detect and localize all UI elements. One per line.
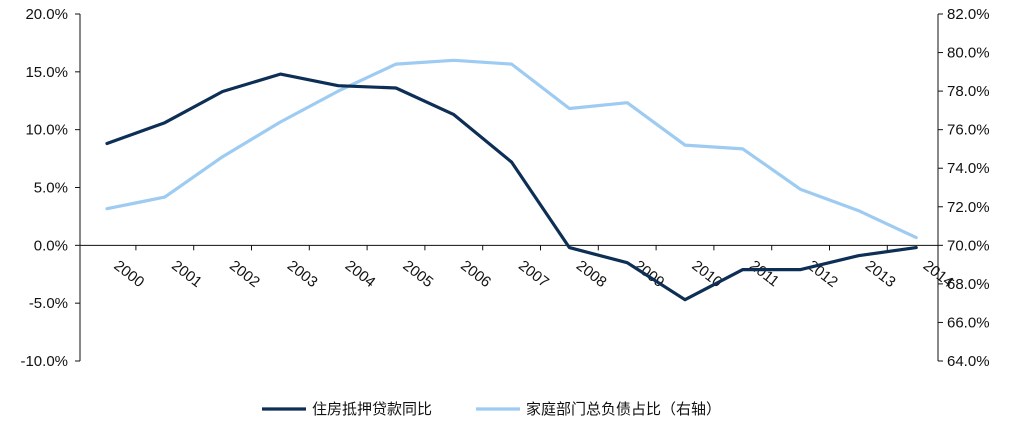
x-tick-label: 2007 — [515, 257, 552, 291]
left-tick-label: -10.0% — [20, 353, 68, 370]
left-tick-label: 0.0% — [34, 237, 68, 254]
legend-label: 家庭部门总负债占比（右轴） — [526, 400, 721, 418]
left-tick-label: 10.0% — [25, 122, 68, 139]
right-tick-label: 64.0% — [947, 353, 990, 370]
x-tick-label: 2004 — [342, 257, 379, 291]
left-tick-label: -5.0% — [29, 295, 68, 312]
series-line-mortgage-yoy — [105, 72, 918, 302]
x-tick-label: 2008 — [573, 257, 610, 291]
x-tick-label: 2003 — [284, 257, 321, 291]
right-tick-label: 82.0% — [947, 6, 990, 23]
series-line-household-debt-share — [105, 58, 918, 240]
right-tick-label: 74.0% — [947, 160, 990, 177]
x-tick-label: 2000 — [111, 257, 148, 291]
right-tick-label: 66.0% — [947, 314, 990, 331]
legend-label: 住房抵押贷款同比 — [312, 400, 432, 418]
left-tick-label: 20.0% — [25, 6, 68, 23]
right-tick-label: 78.0% — [947, 83, 990, 100]
x-tick-label: 2002 — [226, 257, 263, 291]
right-tick-label: 68.0% — [947, 276, 990, 293]
left-tick-label: 15.0% — [25, 64, 68, 81]
right-tick-label: 70.0% — [947, 237, 990, 254]
x-tick-label: 2001 — [168, 257, 205, 291]
left-tick-label: 5.0% — [34, 180, 68, 197]
x-tick-label: 2013 — [862, 257, 899, 291]
x-tick-label: 2006 — [457, 257, 494, 291]
right-tick-label: 76.0% — [947, 122, 990, 139]
right-tick-label: 80.0% — [947, 45, 990, 62]
x-tick-label: 2010 — [689, 257, 726, 291]
x-tick-label: 2011 — [746, 257, 782, 290]
right-tick-label: 72.0% — [947, 199, 990, 216]
x-tick-label: 2005 — [400, 257, 437, 291]
